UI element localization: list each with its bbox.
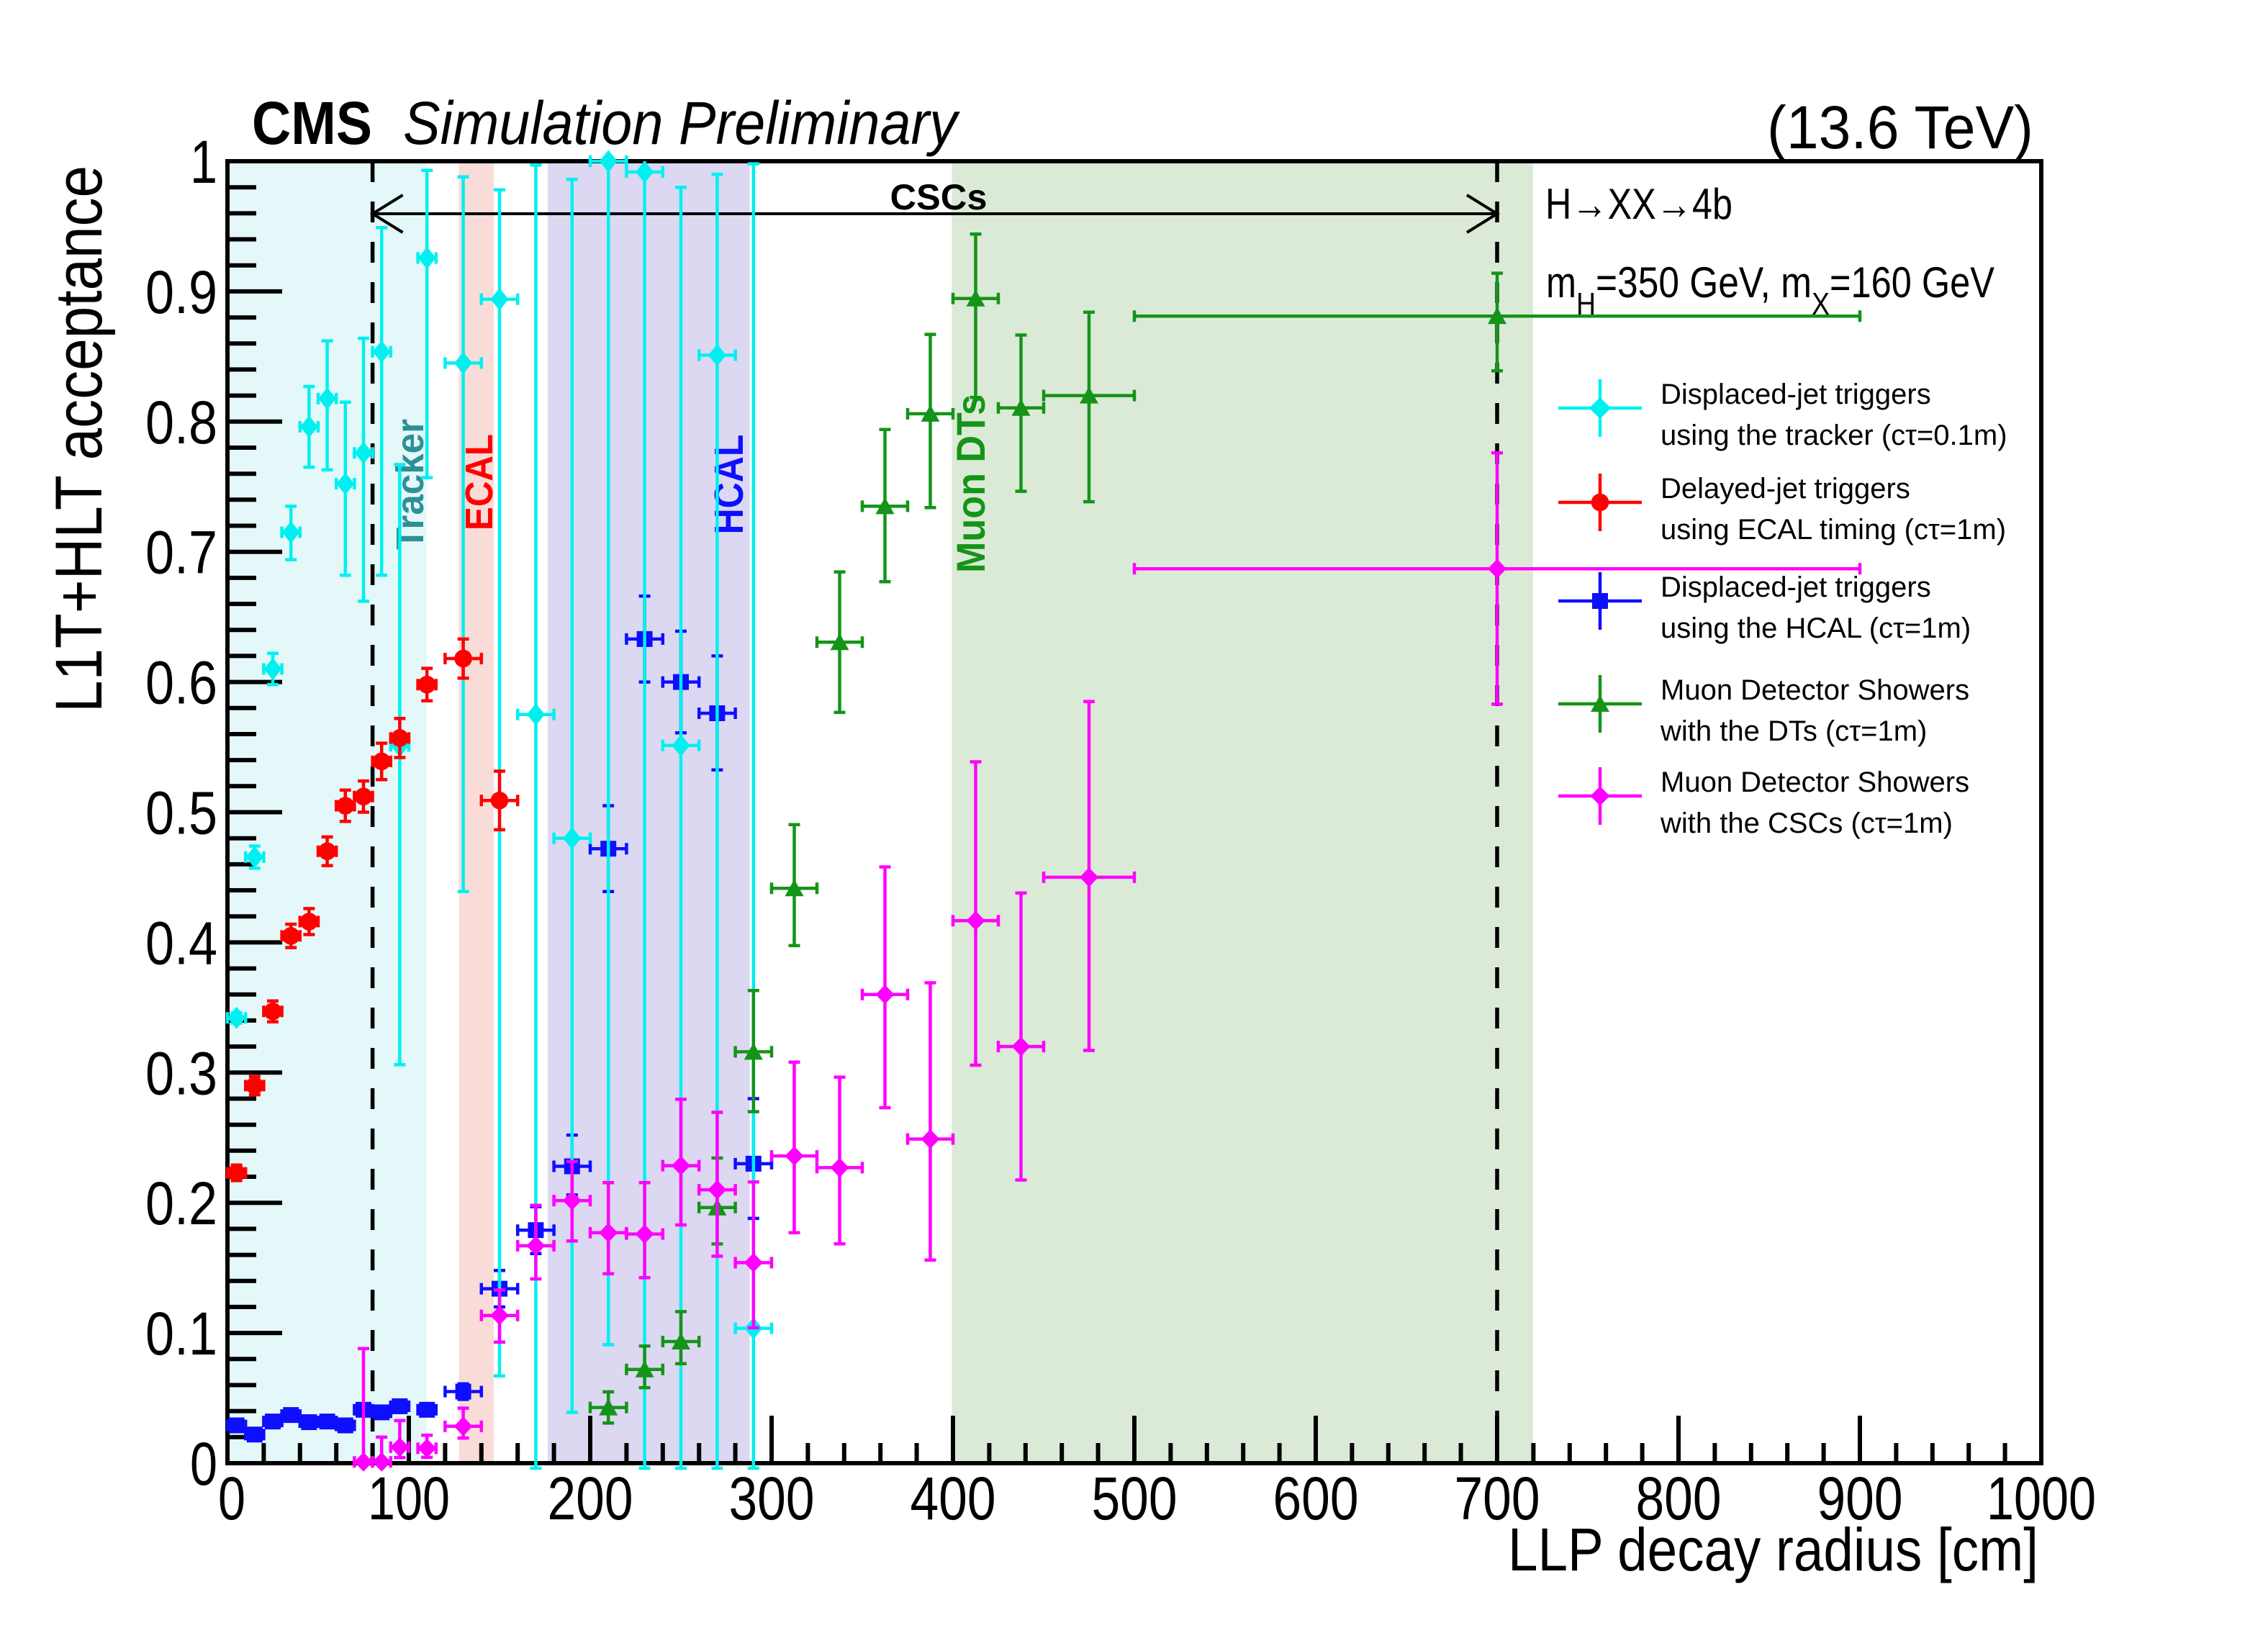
svg-text:Simulation Preliminary: Simulation Preliminary bbox=[403, 89, 961, 157]
svg-text:H: H bbox=[1576, 286, 1596, 322]
svg-text:0.8: 0.8 bbox=[145, 389, 217, 456]
svg-text:CMS: CMS bbox=[252, 89, 372, 157]
svg-text:0.9: 0.9 bbox=[145, 258, 217, 326]
svg-text:200: 200 bbox=[548, 1465, 633, 1532]
svg-text:0: 0 bbox=[218, 1465, 245, 1532]
svg-text:700: 700 bbox=[1455, 1465, 1540, 1532]
svg-text:Displaced-jet triggers: Displaced-jet triggers bbox=[1661, 379, 1931, 410]
svg-text:with the DTs (cτ=1m): with the DTs (cτ=1m) bbox=[1660, 715, 1927, 747]
svg-text:0.7: 0.7 bbox=[145, 519, 217, 587]
svg-text:0.3: 0.3 bbox=[145, 1039, 217, 1107]
svg-text:HCAL: HCAL bbox=[706, 435, 752, 535]
svg-text:800: 800 bbox=[1636, 1465, 1722, 1532]
svg-text:Muon Detector Showers: Muon Detector Showers bbox=[1661, 766, 1969, 798]
svg-text:with the CSCs (cτ=1m): with the CSCs (cτ=1m) bbox=[1660, 808, 1953, 839]
svg-text:Delayed-jet triggers: Delayed-jet triggers bbox=[1661, 473, 1910, 505]
svg-text:1000: 1000 bbox=[1987, 1465, 2096, 1532]
svg-text:0.4: 0.4 bbox=[145, 909, 217, 977]
svg-text:L1T+HLT acceptance: L1T+HLT acceptance bbox=[42, 166, 116, 713]
svg-text:400: 400 bbox=[911, 1465, 996, 1532]
svg-text:100: 100 bbox=[368, 1465, 450, 1532]
svg-text:m: m bbox=[1546, 258, 1576, 307]
svg-text:using the HCAL (cτ=1m): using the HCAL (cτ=1m) bbox=[1661, 612, 1971, 644]
svg-text:=160 GeV: =160 GeV bbox=[1830, 258, 1994, 307]
svg-text:Muon Detector Showers: Muon Detector Showers bbox=[1661, 674, 1969, 706]
svg-text:600: 600 bbox=[1273, 1465, 1359, 1532]
svg-text:0.5: 0.5 bbox=[145, 779, 217, 847]
svg-text:X: X bbox=[1812, 286, 1830, 322]
svg-text:900: 900 bbox=[1817, 1465, 1903, 1532]
svg-text:H→XX→4b: H→XX→4b bbox=[1545, 180, 1732, 228]
svg-text:500: 500 bbox=[1092, 1465, 1178, 1532]
svg-text:0: 0 bbox=[190, 1430, 217, 1498]
svg-text:Displaced-jet triggers: Displaced-jet triggers bbox=[1661, 571, 1931, 603]
svg-text:0.6: 0.6 bbox=[145, 649, 217, 717]
svg-text:=350 GeV, m: =350 GeV, m bbox=[1596, 258, 1812, 307]
svg-text:(13.6 TeV): (13.6 TeV) bbox=[1767, 94, 2033, 161]
svg-text:LLP decay radius [cm]: LLP decay radius [cm] bbox=[1508, 1516, 2038, 1583]
svg-text:Muon DTs: Muon DTs bbox=[948, 394, 993, 573]
svg-text:CSCs: CSCs bbox=[890, 177, 988, 217]
svg-text:Tracker: Tracker bbox=[389, 419, 432, 550]
svg-text:0.2: 0.2 bbox=[145, 1170, 217, 1237]
svg-text:using the tracker (cτ=0.1m): using the tracker (cτ=0.1m) bbox=[1661, 420, 2007, 451]
svg-text:using ECAL timing (cτ=1m): using ECAL timing (cτ=1m) bbox=[1661, 514, 2006, 546]
svg-text:1: 1 bbox=[190, 128, 217, 196]
svg-text:ECAL: ECAL bbox=[458, 434, 501, 530]
svg-text:300: 300 bbox=[729, 1465, 815, 1532]
svg-text:0.1: 0.1 bbox=[145, 1300, 217, 1367]
